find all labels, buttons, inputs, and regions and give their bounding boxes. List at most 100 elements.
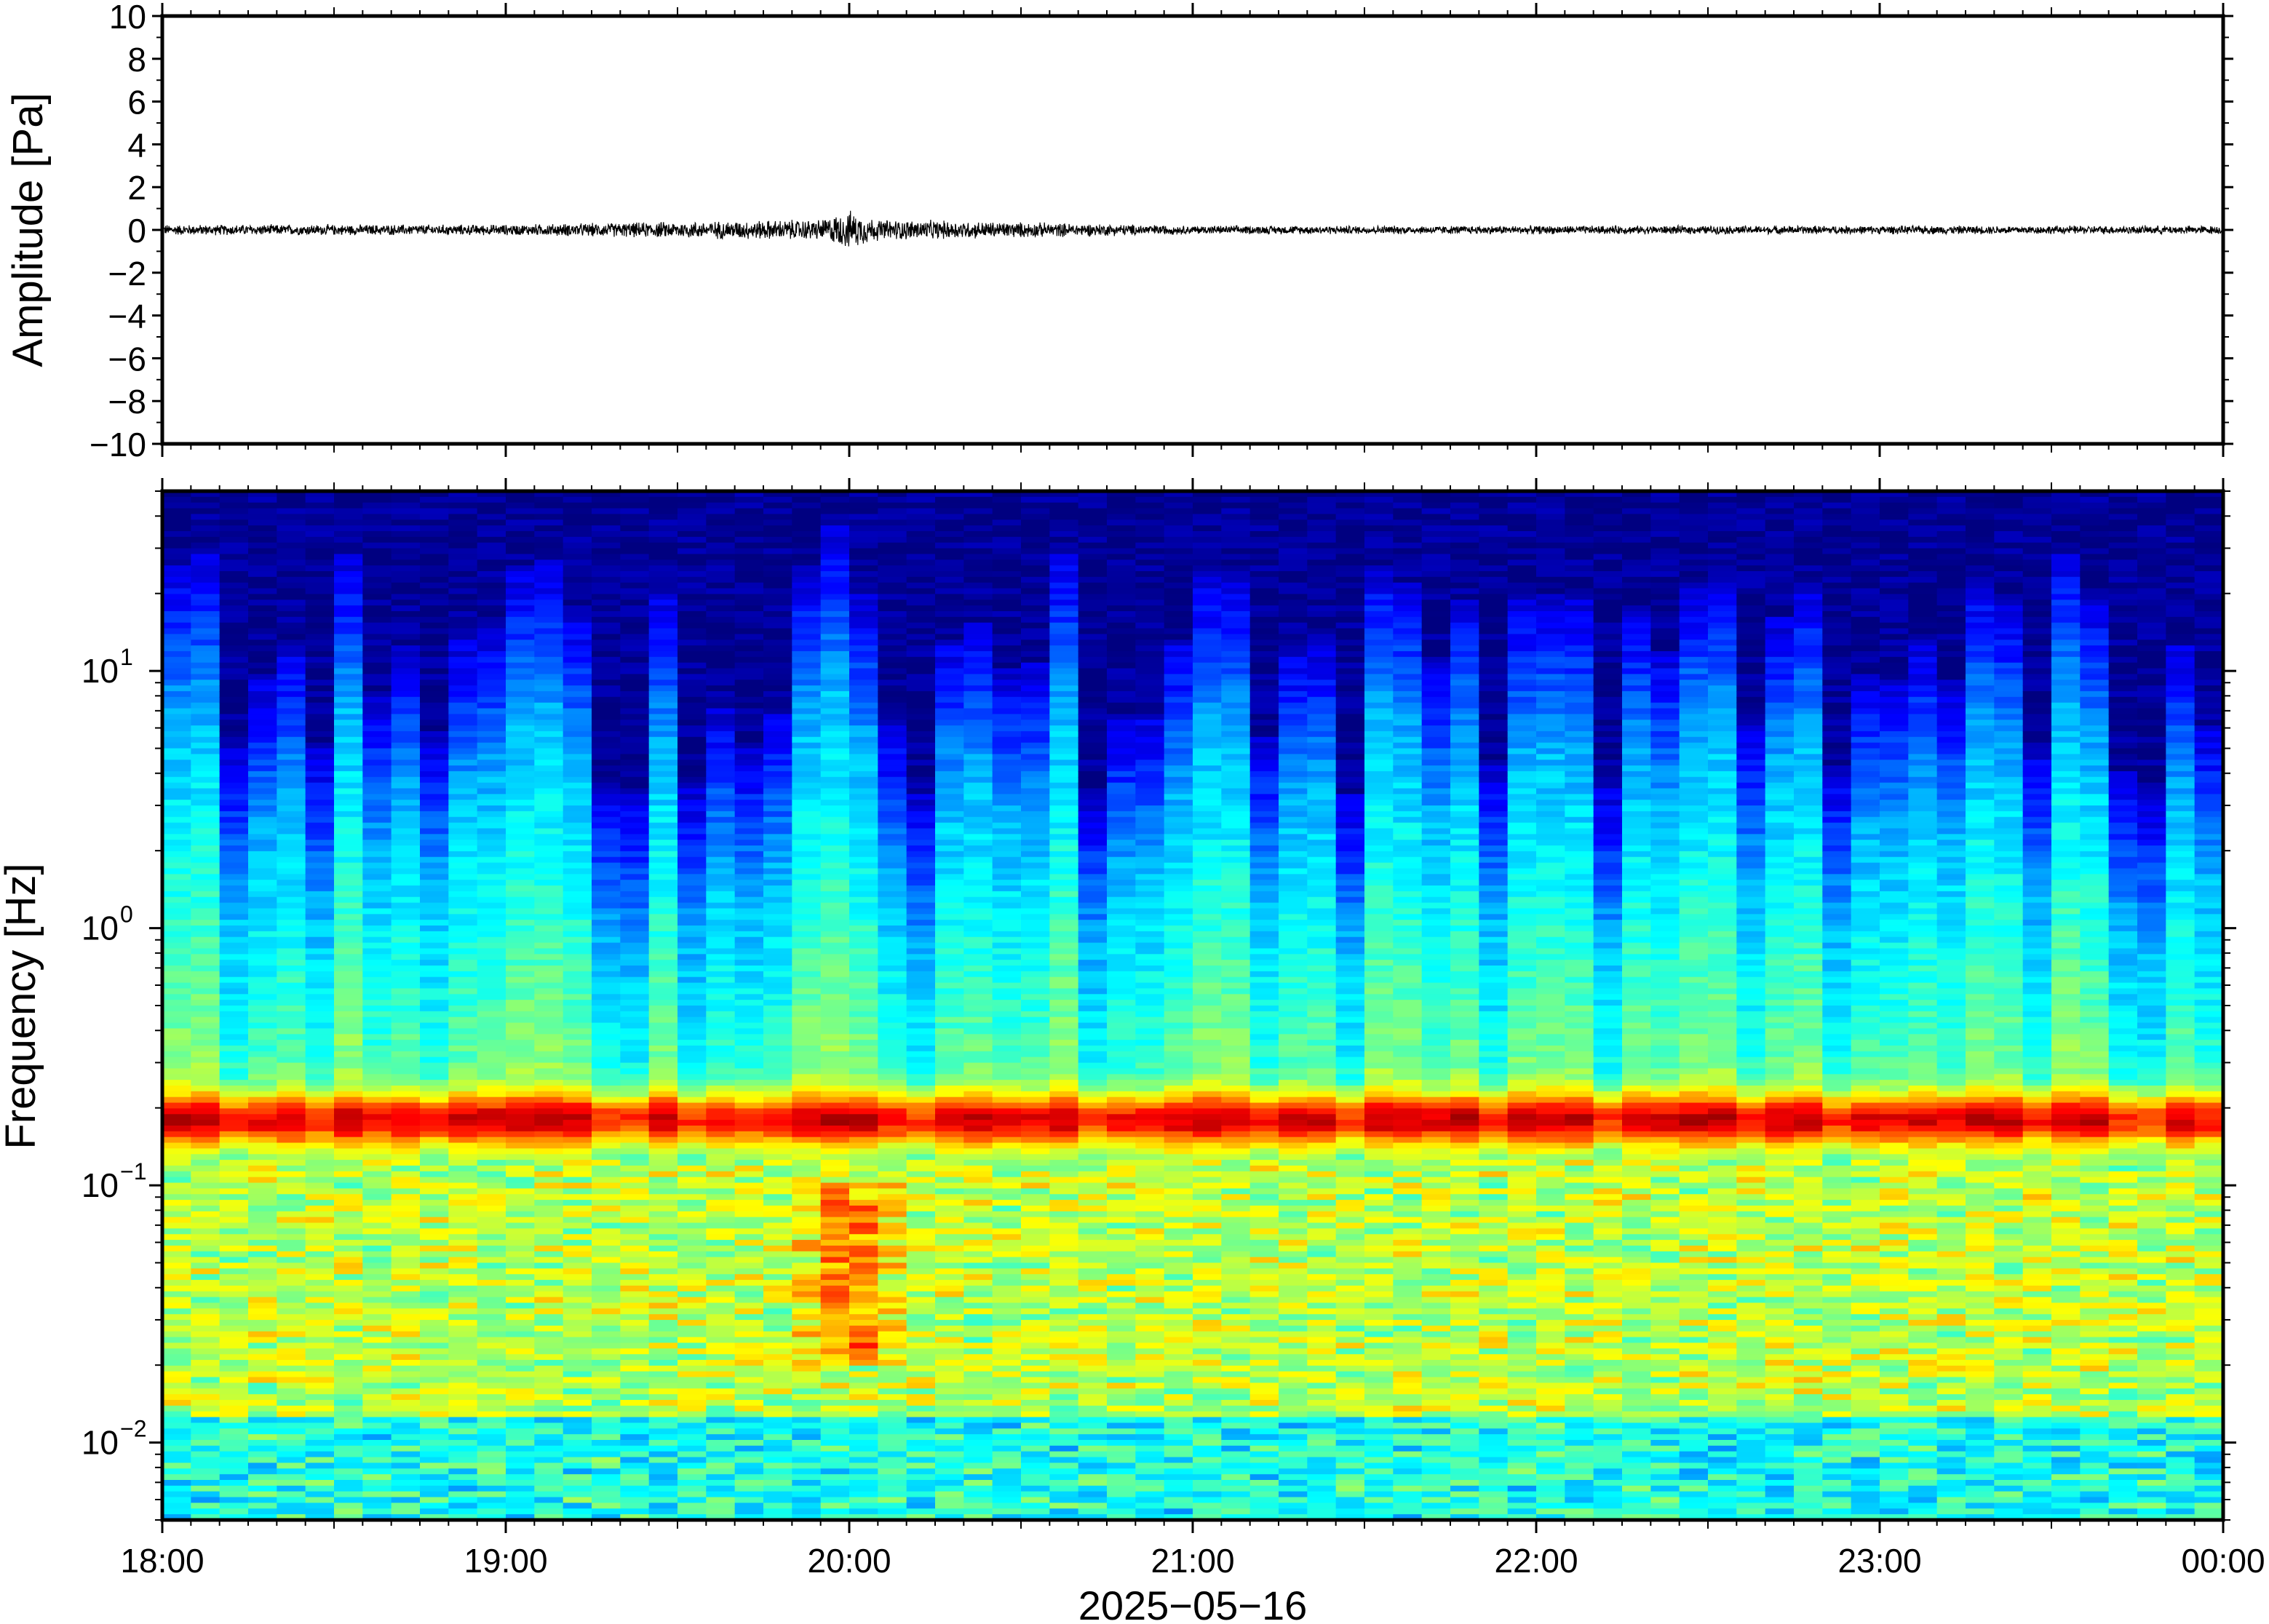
spectrogram-cell — [506, 731, 536, 738]
spectrogram-cell — [334, 662, 364, 669]
spectrogram-cell — [677, 640, 707, 646]
spectrogram-cell — [620, 582, 650, 589]
spectrogram-cell — [706, 1308, 736, 1315]
spectrogram-cell — [219, 868, 249, 875]
spectrogram-cell — [191, 1302, 220, 1310]
spectrogram-cell — [534, 610, 564, 618]
spectrogram-cell — [792, 931, 822, 938]
spectrogram-cell — [477, 1274, 506, 1281]
spectrogram-cell — [706, 742, 736, 749]
spectrogram-cell — [162, 1342, 192, 1350]
spectrogram-cell — [448, 805, 478, 812]
spectrogram-cell — [763, 1337, 793, 1344]
spectrogram-cell — [362, 1428, 392, 1435]
spectrogram-cell — [763, 576, 793, 584]
spectrogram-cell — [248, 640, 278, 646]
spectrogram-cell — [706, 1474, 736, 1481]
spectrogram-cell — [534, 1234, 564, 1241]
spectrogram-cell — [820, 576, 850, 584]
spectrogram-cell — [906, 1028, 936, 1035]
spectrogram-cell — [677, 851, 707, 858]
spectrogram-cell — [248, 1182, 278, 1190]
spectrogram-cell — [734, 1211, 764, 1218]
spectrogram-cell — [706, 622, 736, 629]
spectrogram-cell — [620, 600, 650, 606]
spectrogram-cell — [334, 976, 364, 984]
spectrogram-cell — [477, 1451, 506, 1458]
spectrogram-cell — [162, 1074, 192, 1080]
spectrogram-cell — [248, 760, 278, 766]
spectrogram-cell — [734, 760, 764, 766]
spectrogram-cell — [563, 1006, 592, 1012]
spectrogram-cell — [391, 765, 421, 772]
spectrogram-cell — [592, 948, 621, 955]
spectrogram-cell — [420, 1342, 450, 1350]
spectrogram-cell — [706, 1074, 736, 1080]
spectrogram-cell — [334, 1137, 364, 1144]
spectrogram-cell — [592, 902, 621, 909]
spectrogram-cell — [563, 520, 592, 526]
spectrogram-cell — [763, 554, 793, 561]
spectrogram-cell — [248, 1514, 278, 1520]
spectrogram-cell — [448, 1342, 478, 1350]
spectrogram-cell — [162, 594, 192, 601]
spectrogram-cell — [677, 1262, 707, 1270]
spectrogram-cell — [334, 1125, 364, 1132]
spectrogram-cell — [334, 880, 364, 886]
spectrogram-cell — [248, 845, 278, 852]
spectrogram-cell — [734, 628, 764, 635]
spectrogram-cell — [620, 1274, 650, 1281]
spectrogram-cell — [677, 674, 707, 681]
spectrogram-cell — [563, 1142, 592, 1150]
spectrogram-cell — [563, 1480, 592, 1486]
spectrogram-cell — [734, 868, 764, 875]
spectrogram-cell — [792, 1394, 822, 1401]
spectrogram-cell — [448, 1171, 478, 1178]
spectrogram-cell — [820, 1165, 850, 1172]
spectrogram-cell — [792, 822, 822, 829]
spectrogram-cell — [677, 690, 707, 698]
spectrogram-cell — [477, 1114, 506, 1121]
spectrogram-cell — [792, 570, 822, 578]
spectrogram-cell — [563, 1382, 592, 1390]
spectrogram-cell — [677, 1480, 707, 1486]
spectrogram-cell — [563, 1325, 592, 1332]
spectrogram-cell — [763, 1257, 793, 1264]
spectrogram-cell — [763, 1417, 793, 1424]
spectrogram-cell — [277, 908, 306, 915]
spectrogram-cell — [849, 696, 879, 704]
spectrogram-cell — [563, 1497, 592, 1504]
spectrogram-cell — [677, 628, 707, 635]
spectrogram-cell — [506, 976, 536, 984]
spectrogram-cell — [734, 1120, 764, 1126]
spectrogram-cell — [648, 1120, 678, 1126]
spectrogram-cell — [506, 605, 536, 612]
spectrogram-cell — [191, 1445, 220, 1452]
spectrogram-cell — [162, 1125, 192, 1132]
spectrogram-cell — [734, 1268, 764, 1275]
spectrogram-cell — [792, 760, 822, 766]
spectrogram-cell — [534, 1297, 564, 1304]
spectrogram-cell — [706, 1245, 736, 1252]
spectrogram-cell — [248, 862, 278, 869]
spectrogram-cell — [763, 1268, 793, 1275]
spectrogram-cell — [906, 874, 936, 880]
spectrogram-cell — [706, 1480, 736, 1486]
spectrogram-cell — [792, 1348, 822, 1355]
spectrogram-cell — [592, 1428, 621, 1435]
spectrogram-cell — [763, 1062, 793, 1070]
spectrogram-cell — [592, 1262, 621, 1270]
spectrogram-cell — [648, 1182, 678, 1190]
spectrogram-cell — [162, 514, 192, 521]
spectrogram-cell — [506, 856, 536, 864]
spectrogram-cell — [563, 496, 592, 503]
spectrogram-cell — [906, 685, 936, 692]
spectrogram-cell — [648, 914, 678, 920]
spectrogram-cell — [362, 650, 392, 658]
spectrogram-cell — [706, 1451, 736, 1458]
spectrogram-cell — [248, 1325, 278, 1332]
spectrogram-cell — [592, 570, 621, 578]
spectrogram-cell — [906, 742, 936, 749]
spectrogram-cell — [477, 1222, 506, 1230]
